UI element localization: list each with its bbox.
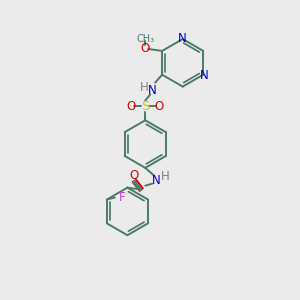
Text: H: H <box>161 170 170 183</box>
Text: F: F <box>118 191 125 204</box>
Text: CH₃: CH₃ <box>136 34 154 44</box>
Text: N: N <box>200 69 209 82</box>
Text: O: O <box>154 100 164 113</box>
Text: O: O <box>127 100 136 113</box>
Text: N: N <box>178 32 187 44</box>
Text: O: O <box>130 169 139 182</box>
Text: H: H <box>140 81 148 94</box>
Text: N: N <box>148 84 157 97</box>
Text: O: O <box>141 42 150 56</box>
Text: N: N <box>152 174 161 187</box>
Text: S: S <box>141 100 149 113</box>
